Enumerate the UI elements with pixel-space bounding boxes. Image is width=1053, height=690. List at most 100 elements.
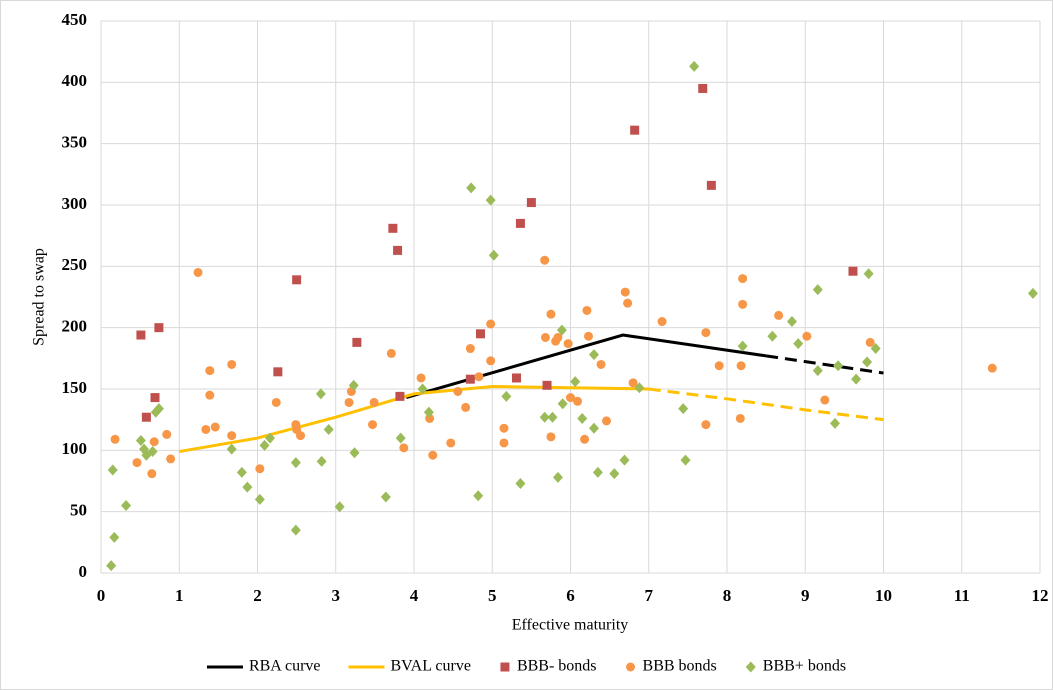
marker [488, 249, 499, 261]
legend-label: BBB- bonds [517, 658, 597, 675]
marker [628, 378, 638, 388]
marker [680, 454, 691, 466]
marker [147, 446, 158, 458]
marker [580, 434, 590, 444]
marker [193, 267, 203, 277]
curve-line [765, 354, 884, 375]
x-tick-label: 9 [801, 586, 810, 605]
y-tick-label: 50 [70, 501, 87, 520]
marker [227, 359, 237, 369]
marker [512, 373, 522, 383]
legend-item: BBB- bonds [500, 658, 597, 675]
marker [526, 198, 536, 208]
legend: RBA curve BVAL curve BBB- bonds BBB bonds BB… [206, 658, 846, 675]
marker [557, 398, 568, 410]
marker [395, 432, 406, 444]
marker [135, 435, 146, 447]
marker [499, 438, 509, 448]
marker [349, 447, 360, 459]
marker [369, 397, 379, 407]
marker [147, 469, 157, 479]
marker [588, 422, 599, 434]
marker [109, 531, 120, 543]
marker [698, 83, 708, 93]
marker [829, 417, 840, 429]
marker [226, 443, 237, 455]
x-tick-label: 4 [410, 586, 419, 605]
marker [465, 344, 475, 354]
marker [227, 431, 237, 441]
legend-item: BBB bonds [626, 658, 717, 675]
marker [344, 397, 354, 407]
marker [539, 411, 550, 423]
marker [701, 420, 711, 430]
marker [136, 330, 146, 340]
legend-label: BVAL curve [391, 658, 471, 675]
marker [254, 493, 265, 505]
y-tick-label: 100 [62, 439, 88, 458]
marker [736, 361, 746, 371]
marker [547, 411, 558, 423]
y-tick-label: 150 [62, 378, 88, 397]
marker [553, 332, 563, 342]
marker [786, 316, 797, 328]
marker [552, 471, 563, 483]
x-tick-label: 8 [723, 586, 732, 605]
marker [486, 319, 496, 329]
marker [738, 274, 748, 284]
marker [201, 424, 211, 434]
marker [714, 361, 724, 371]
y-tick-label: 250 [62, 255, 88, 274]
marker [596, 359, 606, 369]
marker [499, 423, 509, 433]
marker [388, 223, 398, 233]
marker [316, 455, 327, 467]
marker [290, 524, 301, 536]
marker [153, 403, 164, 415]
x-tick-label: 2 [253, 586, 262, 605]
marker [352, 337, 362, 347]
y-tick-label: 0 [79, 562, 88, 581]
y-tick-label: 300 [62, 194, 88, 213]
marker [793, 338, 804, 350]
x-tick-label: 6 [566, 586, 575, 605]
marker [623, 298, 633, 308]
marker [738, 299, 748, 309]
marker [476, 329, 486, 339]
marker [689, 60, 700, 72]
marker [870, 343, 881, 355]
legend-label: BBB bonds [643, 658, 717, 675]
marker [323, 423, 334, 435]
marker [210, 422, 220, 432]
marker [474, 372, 484, 382]
marker [466, 182, 477, 194]
marker [154, 323, 164, 333]
marker [515, 477, 526, 489]
marker [255, 464, 265, 474]
marker [461, 402, 471, 412]
marker [380, 491, 391, 503]
legend-item: BBB+ bonds [745, 658, 846, 675]
marker [701, 328, 711, 338]
marker [862, 356, 873, 368]
marker [540, 255, 550, 265]
x-tick-label: 12 [1032, 586, 1049, 605]
marker [515, 218, 525, 228]
marker [582, 305, 592, 315]
marker [588, 349, 599, 361]
marker [735, 413, 745, 423]
marker [848, 266, 858, 276]
curve-line [178, 385, 649, 454]
marker [566, 393, 575, 403]
marker [620, 287, 630, 297]
marker [292, 275, 302, 285]
plot-area [106, 60, 1038, 572]
marker [570, 376, 581, 388]
marker [1027, 287, 1038, 299]
legend-swatch [745, 661, 756, 673]
marker [630, 125, 640, 135]
marker [271, 397, 281, 407]
marker [242, 481, 253, 493]
